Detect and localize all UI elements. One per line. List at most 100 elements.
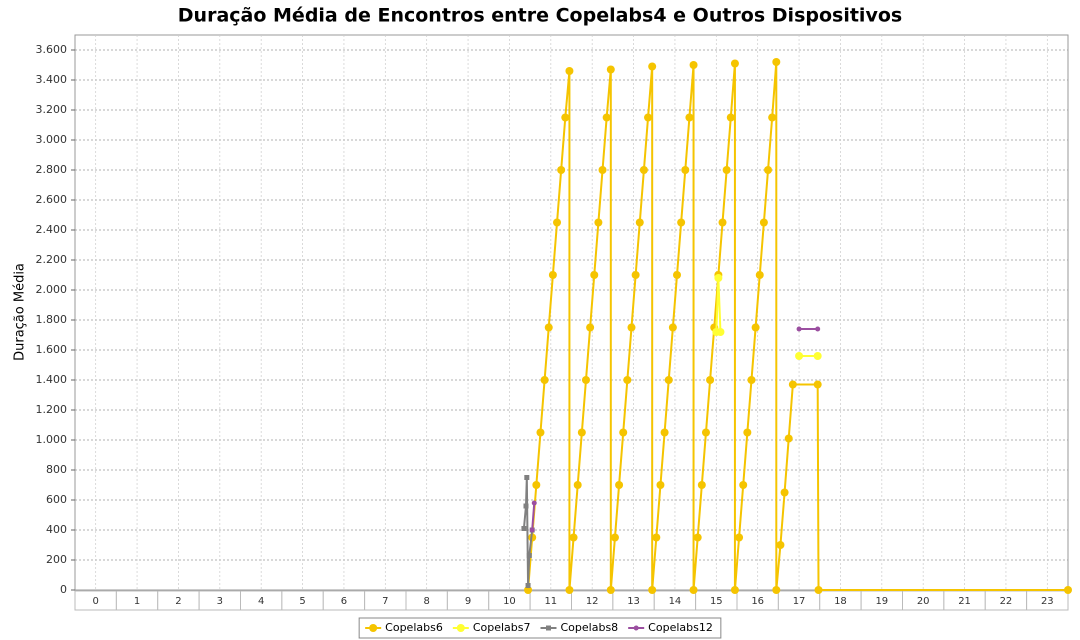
marker xyxy=(544,323,553,332)
marker xyxy=(456,624,465,632)
marker xyxy=(639,166,648,174)
series-line xyxy=(531,328,818,531)
marker xyxy=(735,533,744,542)
marker xyxy=(536,428,545,437)
marker xyxy=(768,113,777,122)
marker xyxy=(730,586,739,594)
legend-label: Copelabs6 xyxy=(385,621,443,634)
marker xyxy=(546,625,551,631)
y-tick-label: 600 xyxy=(46,493,67,506)
y-tick-label: 3.000 xyxy=(36,133,68,146)
marker xyxy=(594,218,603,227)
legend-box xyxy=(358,617,722,639)
marker xyxy=(532,481,541,489)
x-tick-label: 8 xyxy=(424,596,430,607)
marker xyxy=(722,166,731,174)
marker xyxy=(739,481,748,489)
x-tick-label: 16 xyxy=(751,596,764,607)
x-tick-label: 15 xyxy=(710,596,723,607)
legend-label: Copelabs12 xyxy=(648,621,713,634)
marker xyxy=(780,488,789,497)
marker xyxy=(795,352,804,360)
marker xyxy=(743,428,752,437)
x-tick-label: 5 xyxy=(299,596,305,607)
marker xyxy=(648,62,657,71)
marker xyxy=(644,113,653,122)
marker xyxy=(565,586,574,594)
x-tick-label: 21 xyxy=(958,596,971,607)
marker xyxy=(1064,586,1072,594)
marker xyxy=(586,323,595,332)
marker xyxy=(577,428,586,437)
x-tick-label: 6 xyxy=(341,596,347,607)
marker xyxy=(697,481,706,489)
marker xyxy=(796,326,802,332)
series-line xyxy=(522,477,534,586)
marker xyxy=(598,166,607,174)
marker xyxy=(606,586,615,594)
x-tick-label: 13 xyxy=(627,596,640,607)
x-tick-label: 14 xyxy=(669,596,682,607)
marker xyxy=(747,376,756,384)
x-tick-label: 2 xyxy=(175,596,181,607)
y-tick-label: 2.200 xyxy=(36,253,68,266)
marker xyxy=(573,481,582,489)
marker xyxy=(813,380,822,389)
marker xyxy=(813,352,822,360)
marker xyxy=(673,271,682,279)
marker xyxy=(716,328,725,336)
x-tick-label: 11 xyxy=(544,596,557,607)
marker xyxy=(526,553,532,558)
marker xyxy=(730,59,739,68)
marker xyxy=(557,166,566,174)
marker xyxy=(764,166,773,174)
marker xyxy=(548,271,557,279)
marker xyxy=(772,58,781,66)
marker xyxy=(788,380,797,389)
y-axis-label: Duração Média xyxy=(13,263,28,361)
marker xyxy=(772,586,781,594)
y-tick-label: 3.600 xyxy=(36,43,68,56)
marker xyxy=(619,428,628,437)
marker xyxy=(615,481,624,489)
marker xyxy=(610,533,619,542)
marker xyxy=(689,586,698,594)
marker xyxy=(633,625,639,631)
y-tick-label: 200 xyxy=(46,553,67,566)
marker xyxy=(685,113,694,122)
y-tick-label: 3.200 xyxy=(36,103,68,116)
marker xyxy=(814,586,823,594)
marker xyxy=(718,218,727,227)
marker xyxy=(581,376,590,384)
y-tick-label: 2.600 xyxy=(36,193,68,206)
marker xyxy=(606,65,615,74)
marker xyxy=(565,67,574,75)
y-tick-label: 1.600 xyxy=(36,343,68,356)
x-tick-label: 9 xyxy=(465,596,471,607)
marker xyxy=(523,503,529,509)
y-tick-label: 2.400 xyxy=(36,223,68,236)
x-tick-label: 3 xyxy=(217,596,223,607)
x-tick-label: 4 xyxy=(258,596,264,607)
marker xyxy=(590,271,599,279)
x-tick-label: 12 xyxy=(586,596,599,607)
marker xyxy=(521,526,527,531)
y-tick-label: 0 xyxy=(60,583,67,596)
marker xyxy=(627,323,636,332)
x-tick-label: 10 xyxy=(503,596,516,607)
x-tick-label: 18 xyxy=(834,596,847,607)
y-tick-label: 2.000 xyxy=(36,283,68,296)
marker xyxy=(755,271,764,279)
marker xyxy=(540,376,549,384)
x-tick-label: 23 xyxy=(1041,596,1054,607)
marker xyxy=(631,271,640,279)
marker xyxy=(369,624,378,632)
y-tick-label: 800 xyxy=(46,463,67,476)
marker xyxy=(677,218,686,227)
y-tick-label: 2.800 xyxy=(36,163,68,176)
y-tick-label: 1.800 xyxy=(36,313,68,326)
marker xyxy=(759,218,768,227)
y-tick-label: 1.200 xyxy=(36,403,68,416)
